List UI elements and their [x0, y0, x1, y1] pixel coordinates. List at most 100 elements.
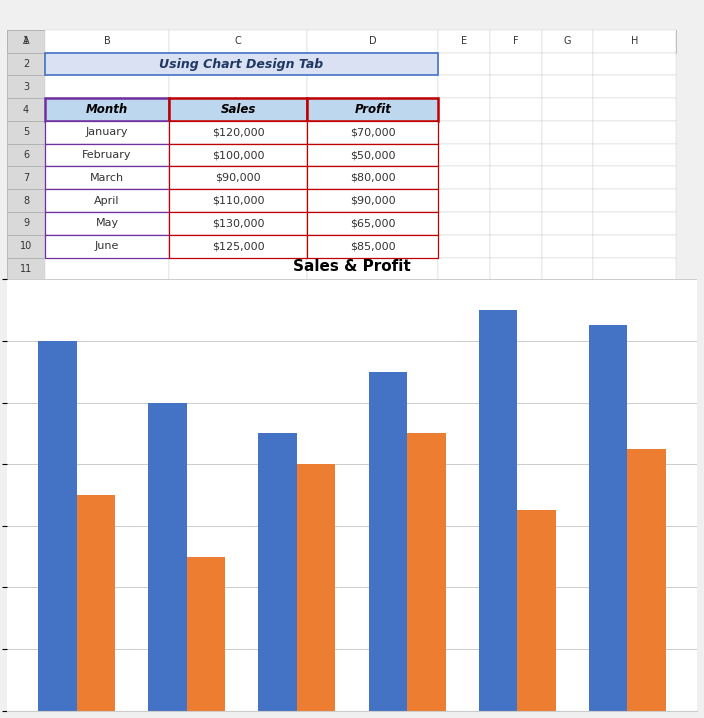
- Bar: [45, 75, 169, 98]
- Bar: [307, 167, 438, 190]
- Bar: [45, 52, 438, 75]
- Bar: [593, 52, 677, 75]
- Bar: [542, 121, 593, 144]
- Text: $65,000: $65,000: [350, 218, 396, 228]
- Bar: [7, 280, 45, 303]
- Bar: [45, 30, 169, 52]
- Bar: [593, 75, 677, 98]
- Text: $120,000: $120,000: [212, 127, 265, 137]
- Bar: [439, 190, 490, 212]
- Bar: [407, 434, 446, 711]
- Text: February: February: [82, 150, 132, 160]
- Bar: [7, 212, 45, 235]
- Bar: [542, 52, 593, 75]
- Bar: [627, 449, 665, 711]
- Bar: [169, 144, 307, 167]
- Bar: [307, 212, 438, 235]
- Text: 12: 12: [20, 286, 32, 297]
- Text: C: C: [235, 37, 241, 47]
- Bar: [542, 144, 593, 167]
- Text: 4: 4: [23, 105, 29, 115]
- Bar: [169, 30, 307, 52]
- Bar: [307, 75, 438, 98]
- Bar: [439, 212, 490, 235]
- Text: 11: 11: [20, 264, 32, 274]
- Bar: [490, 167, 542, 190]
- Bar: [187, 556, 225, 711]
- Bar: [307, 30, 438, 52]
- Bar: [169, 167, 307, 190]
- Text: May: May: [96, 218, 119, 228]
- Bar: [7, 258, 45, 280]
- Bar: [542, 75, 593, 98]
- Text: 8: 8: [23, 195, 29, 205]
- Bar: [307, 212, 438, 235]
- Bar: [45, 258, 169, 280]
- Bar: [593, 190, 677, 212]
- Bar: [439, 235, 490, 258]
- Bar: [439, 98, 490, 121]
- Text: $100,000: $100,000: [212, 150, 265, 160]
- Bar: [7, 30, 45, 52]
- Text: $90,000: $90,000: [215, 173, 261, 183]
- Bar: [7, 235, 45, 258]
- Bar: [169, 144, 307, 167]
- Bar: [77, 495, 115, 711]
- Bar: [593, 30, 677, 52]
- Text: 1: 1: [23, 37, 29, 47]
- Bar: [593, 280, 677, 303]
- Bar: [593, 167, 677, 190]
- Bar: [169, 190, 307, 212]
- Text: March: March: [90, 173, 124, 183]
- Circle shape: [20, 300, 36, 306]
- Text: G: G: [564, 37, 572, 47]
- Bar: [169, 98, 307, 121]
- Bar: [7, 98, 45, 121]
- Bar: [39, 341, 77, 711]
- Bar: [7, 75, 45, 98]
- Text: Using Chart Design Tab: Using Chart Design Tab: [160, 57, 324, 70]
- Bar: [490, 30, 542, 52]
- Bar: [307, 30, 438, 52]
- Text: $80,000: $80,000: [350, 173, 396, 183]
- Bar: [169, 121, 307, 144]
- Bar: [490, 144, 542, 167]
- Bar: [7, 121, 45, 144]
- Text: $110,000: $110,000: [212, 195, 265, 205]
- Bar: [45, 144, 169, 167]
- Bar: [307, 52, 438, 75]
- Bar: [439, 52, 490, 75]
- Bar: [589, 325, 627, 711]
- Bar: [490, 98, 542, 121]
- Bar: [307, 121, 438, 144]
- Bar: [542, 98, 593, 121]
- Text: Sales: Sales: [220, 103, 256, 116]
- Text: B: B: [103, 37, 111, 47]
- Bar: [439, 167, 490, 190]
- Text: D: D: [369, 37, 377, 47]
- Text: $50,000: $50,000: [350, 150, 396, 160]
- Bar: [307, 167, 438, 190]
- Text: January: January: [86, 127, 128, 137]
- Bar: [45, 212, 169, 235]
- Bar: [542, 258, 593, 280]
- Bar: [542, 280, 593, 303]
- Bar: [169, 212, 307, 235]
- Circle shape: [344, 300, 360, 306]
- Bar: [307, 98, 438, 121]
- Bar: [45, 190, 169, 212]
- Bar: [45, 280, 169, 303]
- Bar: [169, 75, 307, 98]
- Bar: [490, 75, 542, 98]
- Text: 3: 3: [23, 82, 29, 92]
- Text: April: April: [94, 195, 120, 205]
- Bar: [490, 258, 542, 280]
- Bar: [45, 121, 169, 144]
- Bar: [307, 190, 438, 212]
- Bar: [368, 372, 407, 711]
- Circle shape: [668, 300, 684, 306]
- Bar: [542, 190, 593, 212]
- Bar: [149, 403, 187, 711]
- Bar: [490, 235, 542, 258]
- Text: 9: 9: [23, 218, 29, 228]
